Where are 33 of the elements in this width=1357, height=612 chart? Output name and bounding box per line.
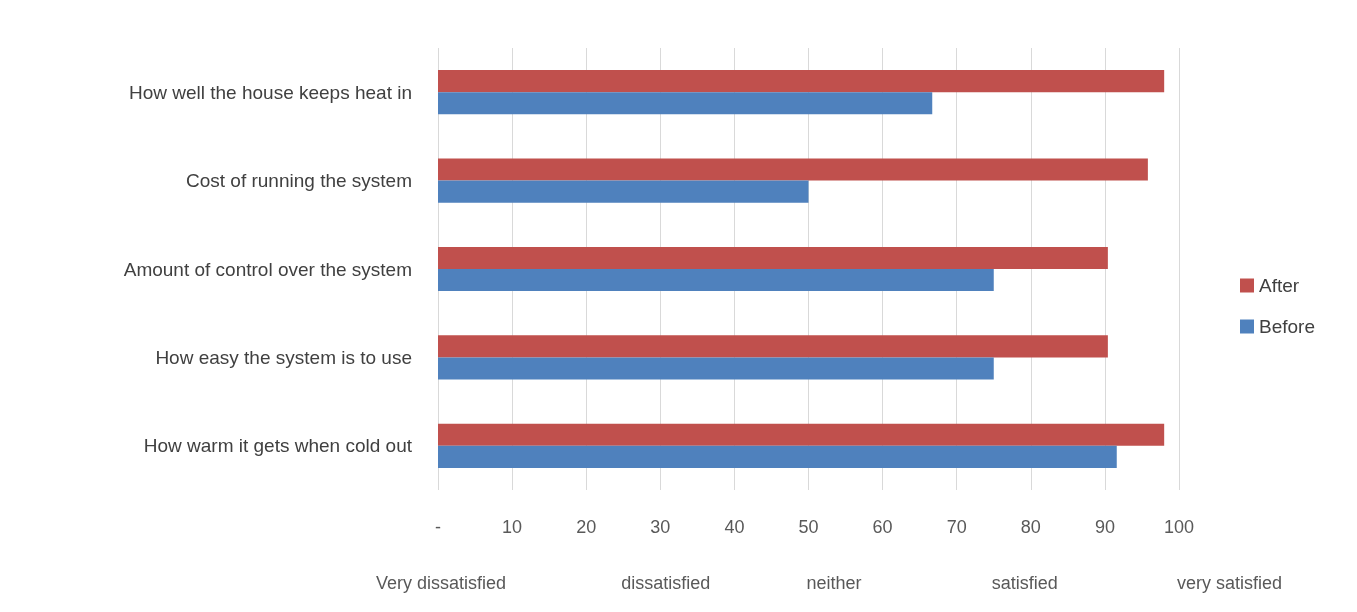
bar [438, 269, 994, 292]
x-tick-label: 80 [1020, 517, 1041, 537]
y-tick-label: How easy the system is to use [155, 346, 412, 368]
bar [438, 423, 1165, 446]
bar [438, 445, 1117, 468]
y-tick-label: Amount of control over the system [123, 258, 412, 280]
y-tick-label: How well the house keeps heat in [128, 81, 412, 103]
bar [438, 158, 1148, 181]
bar [438, 335, 1108, 358]
text: neither [806, 573, 862, 593]
bar [438, 70, 1165, 93]
x-tick-label: 90 [1094, 517, 1115, 537]
legend-label: Before [1259, 316, 1315, 337]
y-tick-label: How warm it gets when cold out [143, 435, 413, 457]
x-tick-label: 10 [502, 517, 523, 537]
y-tick-label: Cost of running the system [186, 170, 412, 192]
text: satisfied [991, 573, 1058, 593]
text: dissatisfied [621, 573, 711, 593]
text: Very dissatisfied [376, 573, 507, 593]
x-tick-label: 50 [798, 517, 819, 537]
x-tick-label: 60 [872, 517, 893, 537]
x-tick-label: 40 [724, 517, 745, 537]
bar [438, 246, 1108, 269]
legend-label: After [1259, 275, 1300, 296]
x-tick-label: 20 [576, 517, 597, 537]
x-tick-label: 30 [650, 517, 671, 537]
x-tick-label: 100 [1163, 517, 1195, 537]
bar [438, 92, 933, 115]
x-tick-label: - [435, 517, 441, 537]
x-tick-label: 70 [946, 517, 967, 537]
bar [438, 180, 809, 203]
text: very satisfied [1177, 573, 1283, 593]
bar [438, 357, 994, 380]
